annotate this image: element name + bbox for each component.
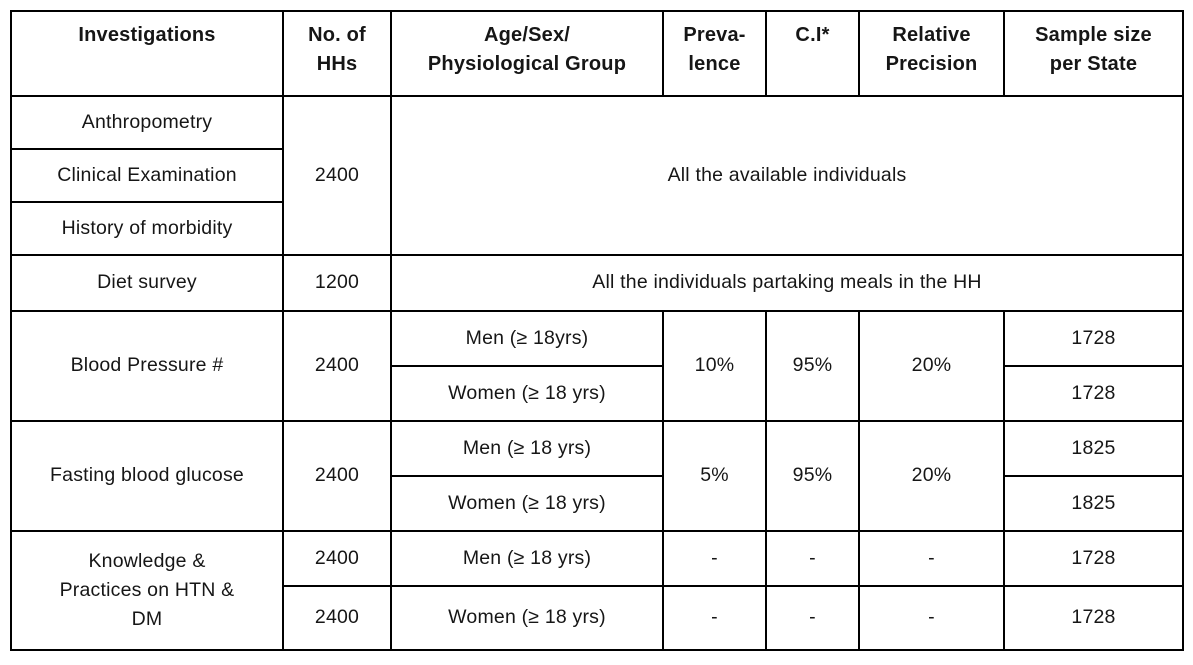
cell-investigation-diet-survey: Diet survey — [10, 254, 284, 312]
cell-relative-precision-fasting-glucose: 20% — [858, 420, 1005, 532]
sampling-table-container: Investigations No. of HHs Age/Sex/ Physi… — [10, 10, 1184, 651]
cell-hhs-blood-pressure: 2400 — [282, 310, 392, 422]
cell-group-diet-survey: All the individuals partaking meals in t… — [390, 254, 1184, 312]
cell-sample-knowledge-practices-women: 1728 — [1003, 585, 1184, 651]
header-cell-age-sex-group: Age/Sex/ Physiological Group — [390, 10, 664, 97]
cell-investigation-fasting-glucose: Fasting blood glucose — [10, 420, 284, 532]
cell-hhs-knowledge-practices-men: 2400 — [282, 530, 392, 587]
table-row-anthropometry: Anthropometry 2400 All the available ind… — [10, 95, 1184, 256]
cell-group-fasting-glucose-women: Women (≥ 18 yrs) — [390, 475, 664, 532]
cell-prevalence-knowledge-practices-men: - — [662, 530, 767, 587]
cell-relative-precision-blood-pressure: 20% — [858, 310, 1005, 422]
table-row-fasting-glucose-men: Fasting blood glucose 2400 Men (≥ 18 yrs… — [10, 420, 1184, 532]
table-body: Anthropometry 2400 All the available ind… — [10, 95, 1184, 651]
cell-relative-precision-knowledge-practices-women: - — [858, 585, 1005, 651]
cell-sample-blood-pressure-women: 1728 — [1003, 365, 1184, 422]
cell-prevalence-blood-pressure: 10% — [662, 310, 767, 422]
cell-ci-knowledge-practices-men: - — [765, 530, 860, 587]
cell-group-all-available: All the available individuals — [390, 95, 1184, 256]
table-row-history-of-morbidity: History of morbidity — [10, 201, 1183, 256]
table-row-diet-survey: Diet survey 1200 All the individuals par… — [10, 254, 1184, 312]
cell-hhs-shared: 2400 — [282, 95, 392, 256]
cell-group-knowledge-practices-men: Men (≥ 18 yrs) — [390, 530, 664, 587]
cell-sample-fasting-glucose-women: 1825 — [1003, 475, 1184, 532]
cell-hhs-knowledge-practices-women: 2400 — [282, 585, 392, 651]
cell-ci-fasting-glucose: 95% — [765, 420, 860, 532]
cell-investigation-blood-pressure: Blood Pressure # — [10, 310, 284, 422]
cell-sample-knowledge-practices-men: 1728 — [1003, 530, 1184, 587]
cell-investigation-clinical-examination: Clinical Examination — [10, 148, 284, 203]
table-row-clinical-examination: Clinical Examination — [10, 148, 1183, 203]
table-row-knowledge-practices-men: Knowledge & Practices on HTN & DM 2400 M… — [10, 530, 1184, 651]
cell-prevalence-fasting-glucose: 5% — [662, 420, 767, 532]
cell-ci-knowledge-practices-women: - — [765, 585, 860, 651]
cell-sample-fasting-glucose-men: 1825 — [1003, 420, 1184, 477]
header-cell-sample-size: Sample size per State — [1003, 10, 1184, 97]
cell-sample-blood-pressure-men: 1728 — [1003, 310, 1184, 367]
header-cell-relative-precision: Relative Precision — [858, 10, 1005, 97]
cell-group-blood-pressure-men: Men (≥ 18yrs) — [390, 310, 664, 367]
table-row-blood-pressure-men: Blood Pressure # 2400 Men (≥ 18yrs) 10% … — [10, 310, 1184, 422]
table-row-blood-pressure-women: Women (≥ 18 yrs) 1728 — [11, 365, 1184, 422]
header-cell-investigations: Investigations — [10, 10, 284, 97]
cell-ci-blood-pressure: 95% — [765, 310, 860, 422]
cell-investigation-knowledge-practices: Knowledge & Practices on HTN & DM — [10, 530, 284, 651]
cell-group-knowledge-practices-women: Women (≥ 18 yrs) — [390, 585, 664, 651]
table-row-knowledge-practices-women: 2400 Women (≥ 18 yrs) - - - 1728 — [11, 585, 1184, 651]
cell-group-fasting-glucose-men: Men (≥ 18 yrs) — [390, 420, 664, 477]
cell-investigation-history-of-morbidity: History of morbidity — [10, 201, 284, 256]
cell-relative-precision-knowledge-practices-men: - — [858, 530, 1005, 587]
header-cell-no-of-hhs: No. of HHs — [282, 10, 392, 97]
cell-hhs-fasting-glucose: 2400 — [282, 420, 392, 532]
table-row-fasting-glucose-women: Women (≥ 18 yrs) 1825 — [11, 475, 1184, 532]
header-cell-prevalence: Preva- lence — [662, 10, 767, 97]
cell-group-blood-pressure-women: Women (≥ 18 yrs) — [390, 365, 664, 422]
cell-hhs-diet-survey: 1200 — [282, 254, 392, 312]
header-cell-ci: C.I* — [765, 10, 860, 97]
header-row: Investigations No. of HHs Age/Sex/ Physi… — [10, 10, 1184, 97]
cell-investigation-anthropometry: Anthropometry — [10, 95, 284, 150]
sampling-plan-table: Investigations No. of HHs Age/Sex/ Physi… — [10, 10, 1184, 651]
table-header: Investigations No. of HHs Age/Sex/ Physi… — [10, 10, 1184, 97]
cell-prevalence-knowledge-practices-women: - — [662, 585, 767, 651]
